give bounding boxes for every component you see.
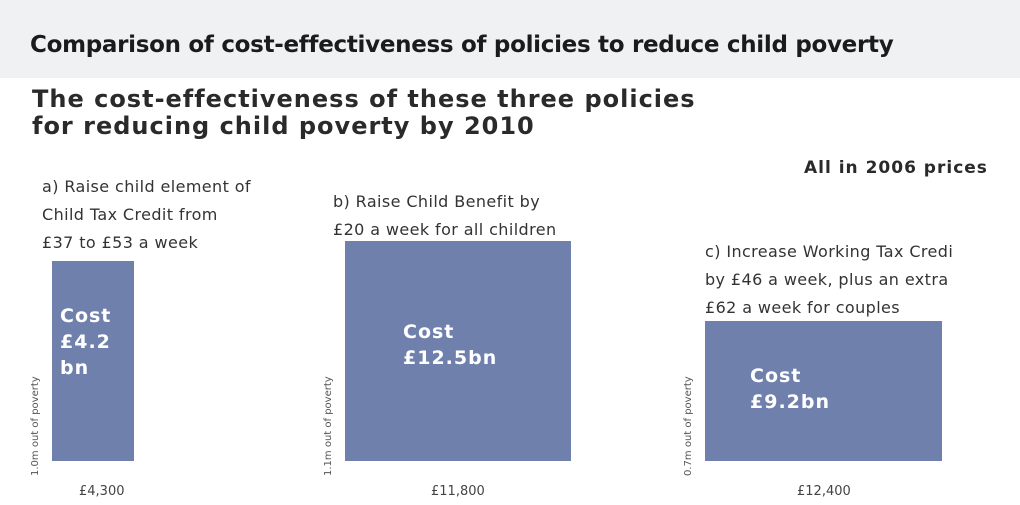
bar-b-cost-label: Cost £12.5bn: [403, 319, 497, 371]
chart-heading-line-1: The cost-effectiveness of these three po…: [32, 85, 696, 113]
bar-c: [705, 321, 942, 461]
bar-a: [52, 261, 134, 461]
policy-label-c-line: £62 a week for couples: [705, 298, 901, 317]
bar-b-y-label: 1.1m out of poverty: [323, 376, 334, 476]
bar-b: [345, 241, 571, 461]
bar-c-cost-line: £9.2bn: [750, 391, 831, 413]
bar-b-x-value: £11,800: [431, 484, 485, 499]
policy-label-a-line: a) Raise child element of: [42, 177, 251, 196]
chart-heading-line-2: for reducing child poverty by 2010: [32, 112, 535, 140]
policy-label-a: a) Raise child element of Child Tax Credi…: [42, 173, 251, 257]
policy-label-a-line: Child Tax Credit from: [42, 205, 218, 224]
bar-c-cost-line: Cost: [750, 365, 802, 387]
policy-label-b: b) Raise Child Benefit by £20 a week for …: [333, 188, 557, 244]
policy-label-b-line: £20 a week for all children: [333, 220, 557, 239]
policy-label-c-line: by £46 a week, plus an extra: [705, 270, 949, 289]
policy-label-a-line: £37 to £53 a week: [42, 233, 199, 252]
bar-a-x-value: £4,300: [79, 484, 125, 499]
bar-a-y-label: 1.0m out of poverty: [30, 376, 41, 476]
bar-c-cost-label: Cost £9.2bn: [750, 363, 830, 415]
bar-c-x-value: £12,400: [797, 484, 851, 499]
page-title: Comparison of cost-effectiveness of poli…: [30, 32, 894, 58]
chart-figure: The cost-effectiveness of these three po…: [0, 78, 1020, 505]
bar-c-y-label: 0.7m out of poverty: [683, 376, 694, 476]
policy-label-b-line: b) Raise Child Benefit by: [333, 192, 541, 211]
bar-a-cost-label: Cost £4.2 bn: [60, 303, 111, 381]
bar-b-cost-line: £12.5bn: [403, 347, 498, 369]
bar-b-cost-line: Cost: [403, 321, 455, 343]
bar-a-cost-line: Cost: [60, 305, 112, 327]
policy-label-c-line: c) Increase Working Tax Credi: [705, 242, 954, 261]
bar-a-cost-line: £4.2: [60, 331, 111, 353]
policy-label-c: c) Increase Working Tax Credi by £46 a we…: [705, 238, 953, 322]
bar-a-cost-line: bn: [60, 357, 90, 379]
prices-note: All in 2006 prices: [804, 158, 988, 178]
chart-heading: The cost-effectiveness of these three po…: [32, 86, 792, 140]
